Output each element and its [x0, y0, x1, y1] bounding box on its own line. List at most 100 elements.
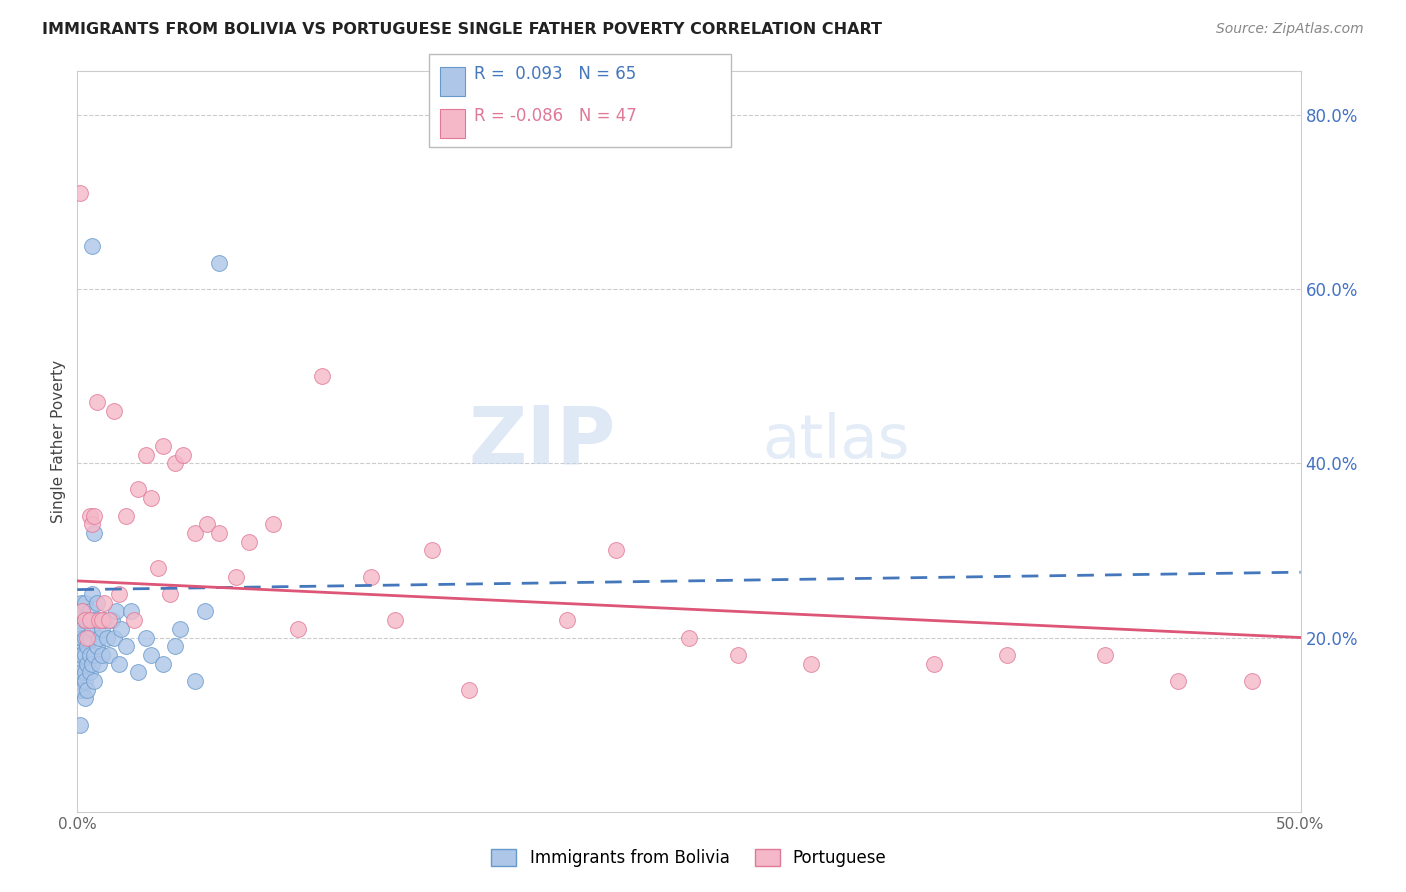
Point [79, 604, 101, 618]
Point [262, 517, 284, 532]
Point [146, 561, 169, 575]
Point [86, 596, 108, 610]
Point [80, 238, 103, 252]
Point [89, 657, 111, 671]
Point [93, 613, 115, 627]
Point [83, 526, 105, 541]
Point [184, 674, 207, 689]
Point [110, 622, 132, 636]
Point [79, 665, 101, 680]
Point [73, 665, 96, 680]
Point [79, 648, 101, 662]
Point [80, 622, 103, 636]
Point [800, 657, 823, 671]
Point [79, 613, 101, 627]
Point [73, 631, 96, 645]
Point [89, 631, 111, 645]
Point [90, 613, 112, 627]
Point [384, 613, 406, 627]
Point [80, 657, 103, 671]
Point [225, 569, 247, 583]
Point [73, 613, 96, 627]
Point [135, 631, 157, 645]
Point [90, 622, 112, 636]
Point [86, 639, 108, 653]
Point [165, 456, 187, 470]
Point [69, 648, 91, 662]
Point [1240, 674, 1263, 689]
Point [193, 604, 215, 618]
Point [80, 517, 103, 532]
Point [98, 648, 121, 662]
Point [80, 587, 103, 601]
Point [69, 717, 91, 731]
Point [195, 517, 218, 532]
Point [208, 526, 231, 541]
Point [98, 613, 121, 627]
Point [70, 622, 93, 636]
Point [67, 682, 90, 697]
Point [115, 639, 138, 653]
Point [995, 648, 1018, 662]
Point [70, 665, 93, 680]
Point [360, 569, 382, 583]
Point [165, 639, 187, 653]
Point [169, 622, 191, 636]
Point [69, 613, 91, 627]
Point [120, 604, 142, 618]
Point [79, 631, 101, 645]
Point [311, 369, 333, 384]
Point [83, 613, 105, 627]
Point [420, 543, 443, 558]
Point [108, 657, 131, 671]
Legend: Immigrants from Bolivia, Portuguese: Immigrants from Bolivia, Portuguese [485, 842, 893, 874]
Point [128, 483, 150, 497]
Point [135, 448, 157, 462]
Point [115, 508, 138, 523]
Point [172, 448, 194, 462]
Point [73, 674, 96, 689]
Point [76, 613, 98, 627]
Point [90, 648, 112, 662]
Point [76, 639, 98, 653]
Point [73, 596, 96, 610]
Point [70, 604, 93, 618]
Point [69, 657, 91, 671]
Y-axis label: Single Father Poverty: Single Father Poverty [51, 360, 66, 523]
Point [555, 613, 578, 627]
Point [83, 648, 105, 662]
Point [70, 682, 93, 697]
Point [208, 256, 231, 270]
Point [457, 682, 479, 697]
Point [73, 613, 96, 627]
Text: ZIP: ZIP [468, 402, 616, 481]
Point [122, 613, 145, 627]
Point [69, 622, 91, 636]
Point [83, 674, 105, 689]
Point [605, 543, 627, 558]
Point [159, 587, 181, 601]
Point [70, 657, 93, 671]
Point [70, 596, 93, 610]
Text: IMMIGRANTS FROM BOLIVIA VS PORTUGUESE SINGLE FATHER POVERTY CORRELATION CHART: IMMIGRANTS FROM BOLIVIA VS PORTUGUESE SI… [42, 22, 882, 37]
Point [152, 657, 174, 671]
Point [70, 631, 93, 645]
Point [922, 657, 945, 671]
Point [184, 526, 207, 541]
Point [727, 648, 749, 662]
Point [103, 631, 125, 645]
Point [79, 508, 101, 523]
Point [96, 631, 118, 645]
Point [678, 631, 700, 645]
Text: atlas: atlas [762, 412, 910, 471]
Point [69, 674, 91, 689]
Point [128, 665, 150, 680]
Point [70, 648, 93, 662]
Point [139, 491, 162, 505]
Text: R =  0.093   N = 65: R = 0.093 N = 65 [474, 65, 636, 83]
Point [83, 508, 105, 523]
Point [103, 404, 125, 418]
Point [76, 682, 98, 697]
Text: R = -0.086   N = 47: R = -0.086 N = 47 [474, 107, 637, 125]
Point [238, 534, 260, 549]
